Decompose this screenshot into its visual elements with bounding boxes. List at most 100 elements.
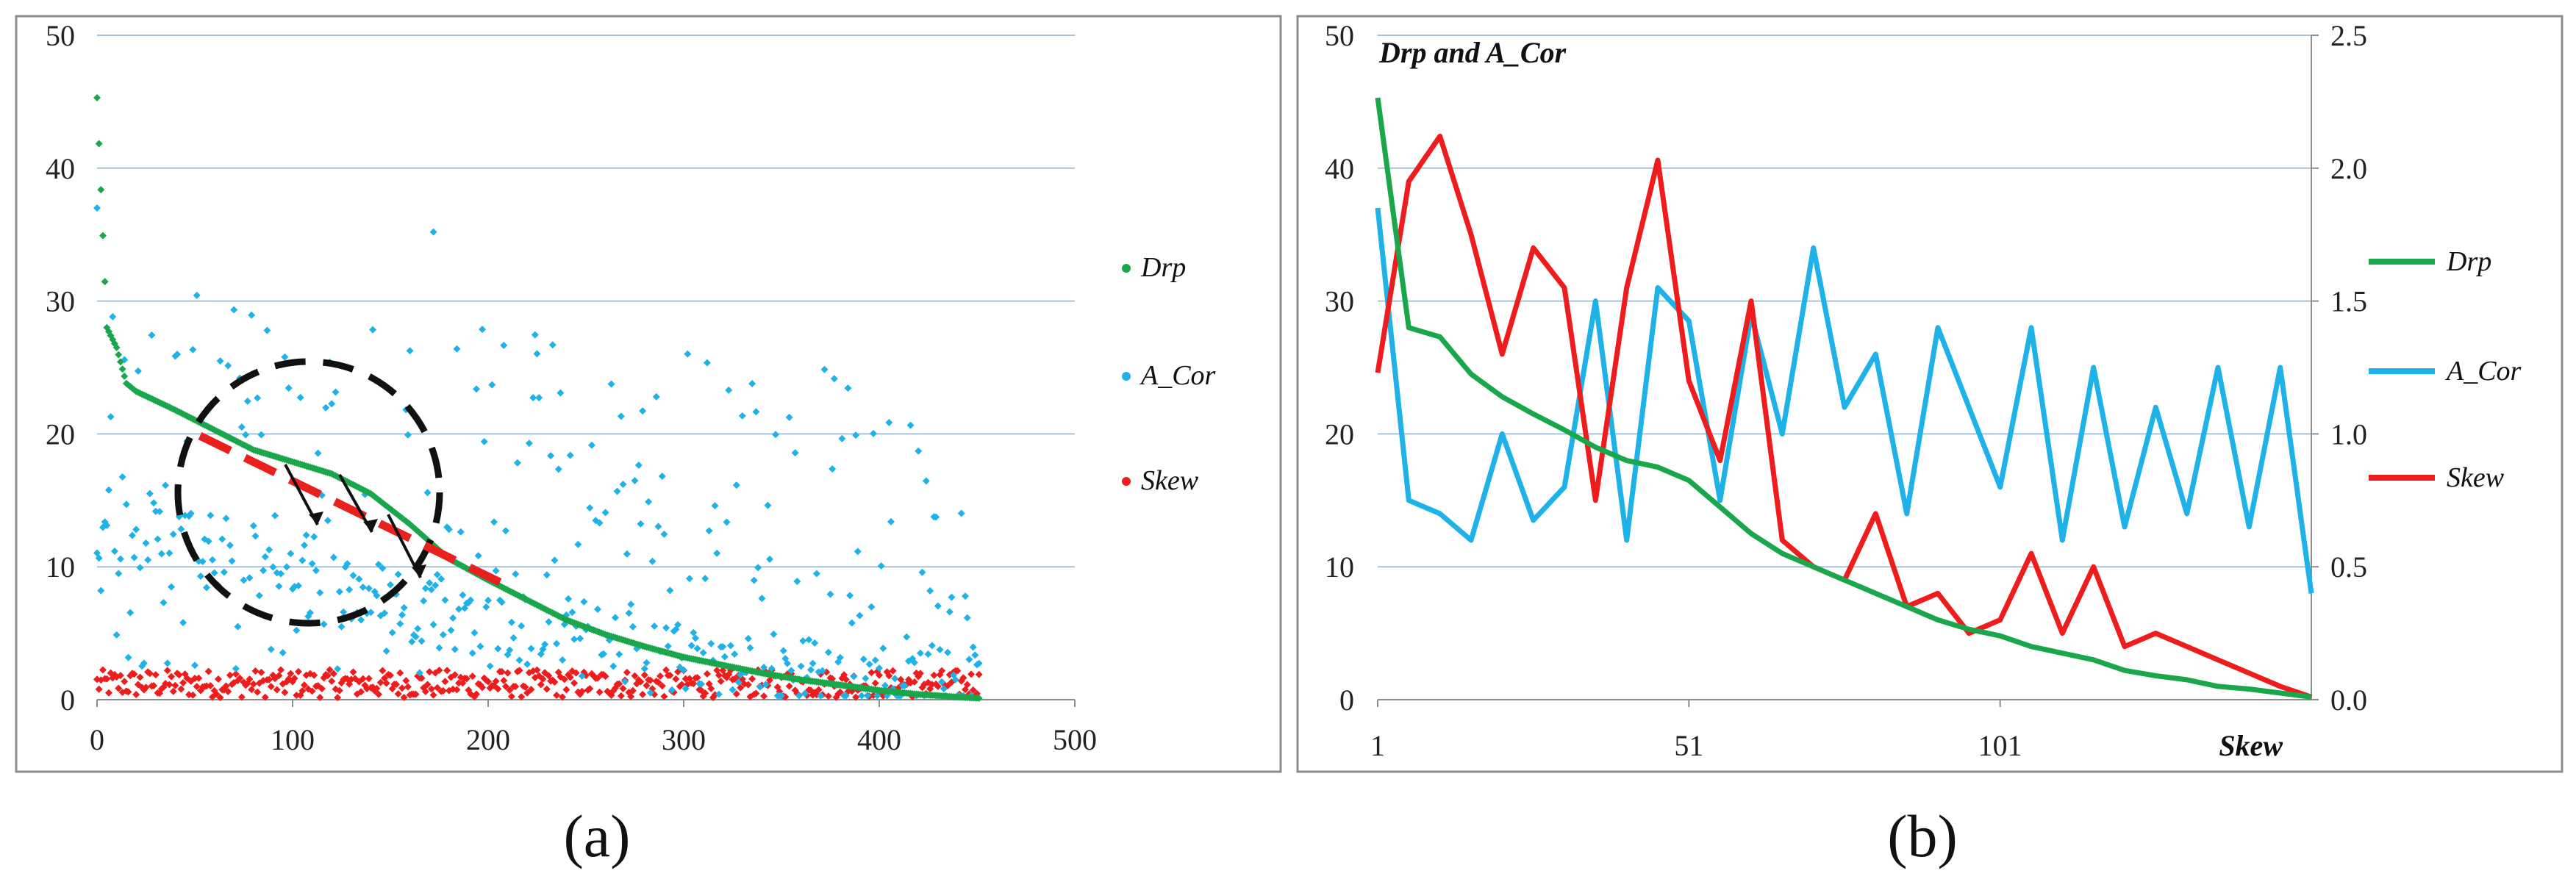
a-cor-point <box>387 581 394 589</box>
a-cor-point <box>629 623 637 631</box>
a-cor-point <box>112 631 121 639</box>
skew-point <box>281 689 289 697</box>
skew-point <box>379 667 387 675</box>
a-cor-point <box>934 602 942 610</box>
y2-tick-label: 1.5 <box>2330 285 2367 318</box>
a-cor-point <box>257 431 265 439</box>
a-cor-point <box>359 583 367 591</box>
a-cor-point <box>806 666 815 674</box>
skew-point <box>163 667 171 675</box>
skew-point <box>876 671 883 679</box>
a-cor-point <box>148 331 156 340</box>
annotation-arrow-head <box>363 519 378 532</box>
skew-point <box>318 685 326 693</box>
a-cor-point <box>772 431 780 439</box>
a-cor-point <box>300 541 308 549</box>
a-cor-point <box>858 692 866 700</box>
skew-point <box>298 687 307 695</box>
series-line-a-cor <box>1375 207 2314 594</box>
skew-point <box>593 674 601 682</box>
a-cor-point <box>553 639 561 647</box>
skew-point <box>578 687 586 695</box>
a-cor-point <box>118 473 126 481</box>
a-cor-point <box>512 570 520 578</box>
a-cor-point <box>427 586 435 594</box>
a-cor-point <box>104 486 112 494</box>
skew-point <box>124 688 132 696</box>
a-cor-point <box>640 664 648 672</box>
a-cor-point <box>725 386 733 394</box>
a-cor-point <box>705 527 713 535</box>
a-cor-point <box>323 517 332 525</box>
skew-point <box>104 689 112 697</box>
a-cor-point <box>754 564 762 572</box>
skew-point <box>226 671 234 679</box>
a-cor-point <box>457 528 465 536</box>
skew-point <box>257 668 265 676</box>
skew-point <box>130 670 138 678</box>
a-cor-point <box>879 645 887 653</box>
a-cor-point <box>887 517 895 525</box>
chart-a-frame <box>15 15 1282 773</box>
a-cor-point <box>263 326 271 334</box>
chart-a-y-tick-labels: 0 10 20 30 40 50 <box>46 19 75 717</box>
skew-point <box>492 677 500 685</box>
a-cor-point <box>664 642 672 650</box>
a-cor-point <box>210 569 218 577</box>
a-cor-point <box>631 476 639 484</box>
skew-point <box>249 680 257 688</box>
skew-point <box>451 671 459 679</box>
skew-point <box>275 672 283 680</box>
skew-point <box>396 669 404 677</box>
legend-marker-a-cor <box>1122 372 1131 381</box>
skew-point <box>631 672 639 680</box>
a-cor-point <box>871 656 879 664</box>
a-cor-point <box>554 465 562 473</box>
skew-point <box>150 682 158 690</box>
a-cor-point <box>817 692 825 700</box>
a-cor-point <box>144 556 152 564</box>
legend-marker-drp <box>1122 264 1131 273</box>
skew-point <box>423 681 432 689</box>
a-cor-point <box>691 634 699 642</box>
a-cor-point <box>500 341 508 349</box>
skew-point <box>537 681 545 689</box>
skew-point <box>334 694 342 702</box>
a-cor-point <box>162 481 170 489</box>
skew-point <box>387 671 394 679</box>
a-cor-point <box>267 645 275 653</box>
a-cor-point <box>140 659 148 667</box>
skew-point <box>533 666 541 674</box>
a-cor-point <box>533 350 541 358</box>
a-cor-point <box>862 674 870 682</box>
skew-point <box>323 672 332 680</box>
a-cor-point <box>915 447 923 455</box>
a-cor-point <box>948 593 956 601</box>
skew-point <box>715 671 723 679</box>
a-cor-point <box>922 477 930 485</box>
skew-point <box>484 678 492 686</box>
skew-point <box>560 675 568 684</box>
a-cor-point <box>332 388 340 396</box>
a-cor-point <box>680 666 687 674</box>
skew-point <box>316 693 324 701</box>
a-cor-point <box>938 678 946 686</box>
a-cor-point <box>719 643 727 651</box>
skew-point <box>701 689 709 697</box>
a-cor-point <box>844 384 852 392</box>
a-cor-point <box>337 623 346 631</box>
a-cor-point <box>340 608 348 616</box>
y-tick-label: 20 <box>46 417 75 451</box>
skew-point <box>707 684 715 692</box>
drp-point <box>99 232 107 240</box>
a-cor-point <box>467 596 475 604</box>
skew-point <box>232 670 240 678</box>
skew-point <box>146 670 154 678</box>
panel-label-b: (b) <box>1887 803 1958 869</box>
skew-point <box>885 672 893 680</box>
a-cor-point <box>570 635 579 643</box>
a-cor-point <box>645 498 653 506</box>
a-cor-point <box>969 643 977 651</box>
skew-point <box>518 693 526 701</box>
a-cor-point <box>957 509 965 517</box>
